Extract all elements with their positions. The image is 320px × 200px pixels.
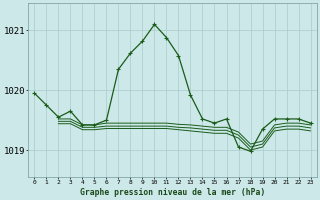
X-axis label: Graphe pression niveau de la mer (hPa): Graphe pression niveau de la mer (hPa) bbox=[80, 188, 265, 197]
